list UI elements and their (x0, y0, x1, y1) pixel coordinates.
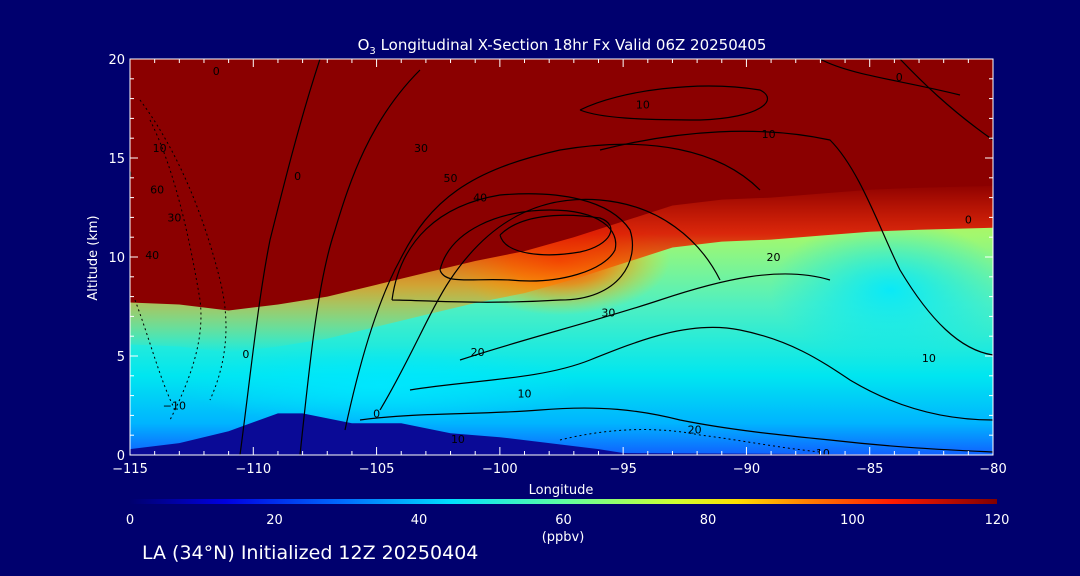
contour-line (391, 193, 634, 303)
contour-label: 20 (471, 346, 485, 359)
y-tick-label: 20 (108, 53, 125, 68)
x-tick-label: −115 (112, 462, 148, 477)
contour-label: 10 (451, 433, 465, 446)
x-tick-label: −100 (482, 462, 518, 477)
contour-lines (239, 59, 993, 455)
colorbar: 0 20 40 60 80 100 120 (ppbv) (126, 499, 1010, 545)
contour-line (344, 143, 761, 431)
stratosphere-region (130, 59, 993, 311)
y-tick-label: 15 (108, 152, 125, 167)
x-tick-label: −90 (733, 462, 760, 477)
contour-label: 0 (896, 71, 903, 84)
contour-line (499, 214, 612, 256)
x-axis-label: Longitude (529, 483, 594, 498)
contour-line-dashed (139, 99, 227, 401)
contour-label: 40 (118, 168, 132, 181)
contour-line (409, 326, 993, 421)
contour-label: 0 (294, 170, 301, 183)
contour-line (439, 209, 617, 282)
dashed-contour-lines (134, 99, 821, 453)
x-tick-label: −110 (235, 462, 271, 477)
x-tick-label: −80 (979, 462, 1006, 477)
contour-line (239, 59, 321, 455)
contour-label: 20 (767, 251, 781, 264)
low-ozone-blob (770, 220, 993, 360)
contour-label: 40 (145, 249, 159, 262)
contour-line (579, 85, 769, 121)
contour-label: 10 (816, 447, 830, 460)
tropopause-transition-band (130, 182, 993, 353)
contour-label: −10 (163, 400, 186, 413)
contour-line (299, 69, 421, 455)
x-tick-label: −85 (856, 462, 883, 477)
contour-label: 50 (444, 172, 458, 185)
contour-label-group: 0 0 10 40 60 30 40 0 −10 30 50 40 10 10 0 0 20 30 20 10 10 0 1… (118, 65, 972, 460)
x-tick-label: −95 (609, 462, 636, 477)
colorbar-tick-label: 40 (411, 513, 428, 528)
colorbar-tick-label: 60 (555, 513, 572, 528)
colorbar-tick-label: 120 (985, 513, 1010, 528)
colorbar-tick-label: 100 (840, 513, 865, 528)
low-ozone-blob-west (180, 345, 580, 425)
contour-label: 0 (373, 407, 380, 420)
colorbar-tick-label: 0 (126, 513, 134, 528)
contour-line-dashed (134, 299, 176, 411)
contour-line-dashed (149, 119, 202, 421)
init-time-footer: LA (34°N) Initialized 12Z 20250404 (142, 542, 479, 564)
contour-label: 30 (167, 211, 181, 224)
x-tick-label: −105 (359, 462, 395, 477)
contour-line (379, 198, 721, 411)
colorbar-ticks: 0 20 40 60 80 100 120 (126, 513, 1010, 528)
contour-line (819, 59, 961, 96)
contour-label: 30 (601, 306, 615, 319)
contour-label: 0 (213, 65, 220, 78)
contour-label: 60 (150, 184, 164, 197)
contour-label: 0 (242, 348, 249, 361)
title-text: Longitudinal X-Section 18hr Fx Valid 06Z… (376, 36, 767, 54)
contour-label: 40 (473, 192, 487, 205)
title-subscript: 3 (369, 46, 375, 57)
colorbar-tick-label: 80 (700, 513, 717, 528)
y-tick-label: 5 (117, 350, 125, 365)
contour-line-dashed (559, 429, 821, 453)
contour-label: 10 (922, 352, 936, 365)
contour-label: 10 (518, 388, 532, 401)
contour-line (899, 59, 993, 141)
y-tick-label: 0 (117, 449, 125, 464)
contour-line (599, 130, 993, 356)
colorbar-unit-label: (ppbv) (542, 530, 585, 545)
contour-label: 20 (688, 423, 702, 436)
colorbar-scale (130, 499, 997, 504)
plot-area: 0 0 10 40 60 30 40 0 −10 30 50 40 10 10 0 0 20 30 20 10 10 0 1… (118, 59, 993, 460)
chart-title: O3 Longitudinal X-Section 18hr Fx Valid … (358, 36, 767, 57)
contour-label: 10 (153, 142, 167, 155)
y-axis-label: Altitude (km) (86, 215, 101, 300)
title-species: O (358, 36, 370, 54)
colorbar-tick-label: 20 (266, 513, 283, 528)
contour-line (359, 407, 993, 453)
y-axis: 0 5 10 15 20 (108, 53, 993, 464)
svg-text:O3 Longitudinal X-Section 18hr: O3 Longitudinal X-Section 18hr Fx Valid … (358, 36, 767, 57)
contour-label: 10 (636, 99, 650, 112)
contour-label: 30 (414, 142, 428, 155)
contour-label: 10 (762, 128, 776, 141)
y-tick-label: 10 (108, 251, 125, 266)
contour-label: 0 (965, 213, 972, 226)
contour-line (459, 273, 831, 361)
x-axis: −115 −110 −105 −100 −95 −90 −85 −80 (112, 59, 1007, 477)
